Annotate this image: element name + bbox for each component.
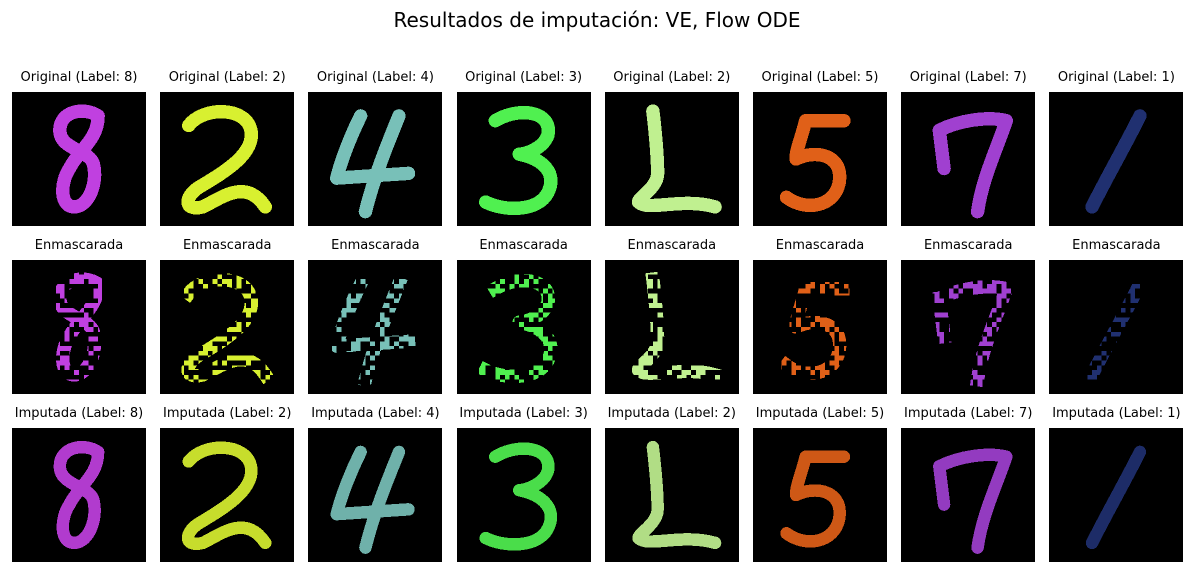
digit-7-render bbox=[901, 92, 1036, 226]
digit-5-render bbox=[753, 428, 887, 562]
panel-title: Original (Label: 7) bbox=[909, 70, 1027, 85]
panel-title: Imputada (Label: 1) bbox=[1052, 406, 1181, 421]
digit-7-render bbox=[901, 428, 1036, 562]
digit-2-render bbox=[160, 260, 295, 394]
digit-image bbox=[1049, 92, 1184, 226]
panel-title: Imputada (Label: 4) bbox=[311, 406, 440, 421]
panel-title: Original (Label: 4) bbox=[316, 70, 434, 85]
panel-title: Original (Label: 1) bbox=[1057, 70, 1175, 85]
panel-title: Enmascarada bbox=[627, 238, 717, 253]
digit-image bbox=[160, 92, 295, 226]
digit-1-render bbox=[1049, 92, 1184, 226]
digit-image bbox=[160, 260, 295, 394]
digit-image bbox=[308, 92, 443, 226]
panel-title: Enmascarada bbox=[775, 238, 865, 253]
digit-3-render bbox=[456, 428, 591, 562]
panel-title: Enmascarada bbox=[923, 238, 1013, 253]
digit-8-render bbox=[12, 92, 146, 226]
panel-title: Imputada (Label: 3) bbox=[459, 406, 588, 421]
panel-title: Original (Label: 2) bbox=[613, 70, 731, 85]
panel-title: Original (Label: 8) bbox=[20, 70, 138, 85]
digit-image bbox=[901, 92, 1036, 226]
digit-3-render bbox=[456, 260, 591, 394]
panel-title: Imputada (Label: 7) bbox=[903, 406, 1033, 421]
digit-image bbox=[1049, 260, 1184, 394]
digit-image bbox=[456, 92, 591, 226]
digit-image bbox=[753, 260, 887, 394]
digit-7-render bbox=[901, 260, 1036, 394]
panel-title: Original (Label: 5) bbox=[761, 70, 879, 85]
digit-8-render bbox=[12, 260, 146, 394]
digit-4-render bbox=[308, 92, 443, 226]
digit-3-render bbox=[456, 92, 591, 226]
digit-image bbox=[308, 260, 443, 394]
panel-title: Enmascarada bbox=[182, 238, 272, 253]
digit-2-render bbox=[604, 92, 739, 226]
panel-title: Enmascarada bbox=[479, 238, 568, 253]
digit-image bbox=[456, 260, 591, 394]
digit-2-render bbox=[604, 428, 739, 562]
digit-1-render bbox=[1049, 260, 1184, 394]
digit-image bbox=[604, 428, 739, 562]
digit-image bbox=[901, 428, 1036, 562]
digit-image bbox=[604, 260, 739, 394]
panel-title: Enmascarada bbox=[331, 238, 420, 253]
panel-title: Enmascarada bbox=[34, 238, 124, 253]
panel-title: Imputada (Label: 2) bbox=[607, 406, 736, 421]
digit-1-render bbox=[1049, 428, 1184, 562]
digit-4-render bbox=[308, 428, 443, 562]
digit-image bbox=[604, 92, 739, 226]
digit-5-render bbox=[753, 260, 887, 394]
digit-image bbox=[12, 428, 146, 562]
digit-image bbox=[12, 92, 146, 226]
panel-title: Imputada (Label: 8) bbox=[14, 406, 144, 421]
digit-image bbox=[753, 428, 887, 562]
panel-title: Imputada (Label: 5) bbox=[755, 406, 885, 421]
panel-title: Original (Label: 2) bbox=[168, 70, 286, 85]
digit-2-render bbox=[160, 428, 295, 562]
digit-2-render bbox=[160, 92, 295, 226]
digit-4-render bbox=[308, 260, 443, 394]
panel-title: Enmascarada bbox=[1072, 238, 1161, 253]
digit-image bbox=[456, 428, 591, 562]
digit-8-render bbox=[12, 428, 146, 562]
figure-title: Resultados de imputación: VE, Flow ODE bbox=[393, 8, 801, 32]
digit-image bbox=[1049, 428, 1184, 562]
panel-title: Original (Label: 3) bbox=[465, 70, 583, 85]
digit-5-render bbox=[753, 92, 887, 226]
panel-title: Imputada (Label: 2) bbox=[162, 406, 292, 421]
digit-2-render bbox=[604, 260, 739, 394]
digit-image bbox=[160, 428, 295, 562]
digit-image bbox=[308, 428, 443, 562]
digit-image bbox=[753, 92, 887, 226]
digit-image bbox=[12, 260, 146, 394]
digit-image bbox=[901, 260, 1036, 394]
